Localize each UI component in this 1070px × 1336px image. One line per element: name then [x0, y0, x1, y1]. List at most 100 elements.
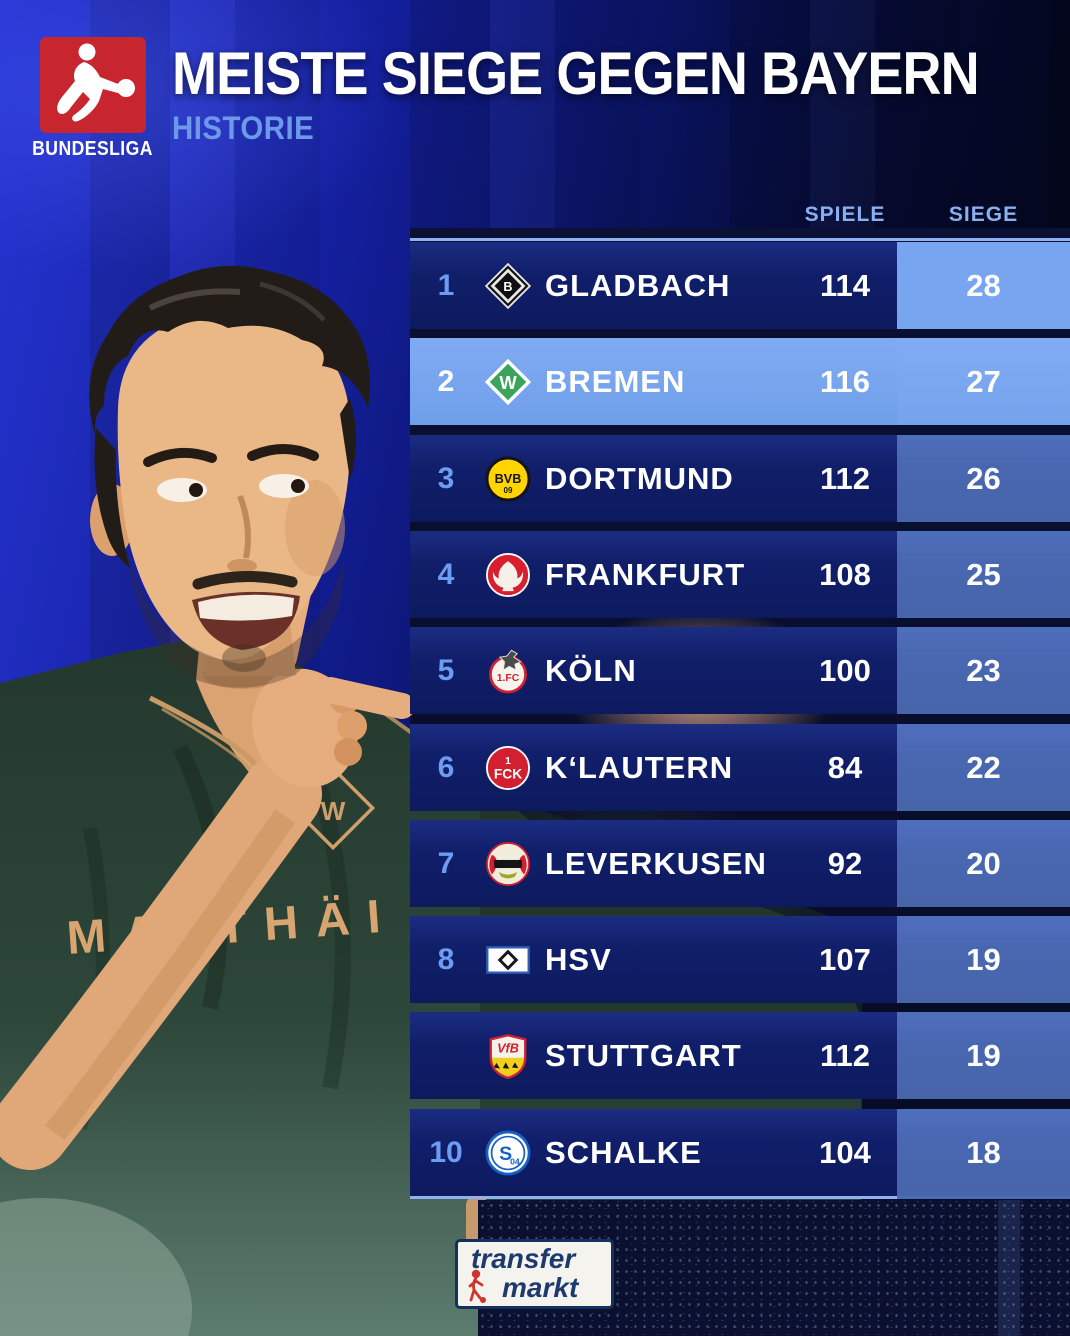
rank-label [418, 1012, 474, 1099]
rank-label: 8 [437, 943, 455, 976]
spiele-value: 84 [827, 750, 863, 785]
crest-kaiserslautern-icon: 1 FCK [482, 744, 534, 791]
team-name: DORTMUND [545, 461, 734, 496]
team-name: FRANKFURT [545, 557, 746, 592]
player-head [89, 265, 370, 688]
rank-label: 10 [429, 1136, 463, 1169]
crest-leverkusen-icon [482, 840, 534, 887]
crest-hsv-icon [482, 936, 534, 983]
siege-cell: 27 [897, 338, 1070, 425]
table-row: 4 FRANKFURT 108 25 [410, 531, 1070, 618]
svg-text:FCK: FCK [494, 766, 522, 781]
svg-text:1.FC: 1.FC [497, 672, 520, 683]
crest-stuttgart-icon: VfB [482, 1032, 534, 1079]
spiele-value: 104 [819, 1135, 871, 1170]
table-row: 8 HSV 107 19 [410, 916, 1070, 1003]
spiele-value: 112 [819, 1038, 870, 1073]
table-row: 5 1.FC KÖLN 100 23 [410, 627, 1070, 714]
crest-frankfurt-icon [482, 551, 534, 598]
table-row-highlighted: 2 W BREMEN 116 27 [410, 338, 1070, 425]
arm [0, 754, 322, 1170]
siege-cell: 23 [897, 627, 1070, 714]
siege-value: 23 [966, 653, 1001, 688]
spiele-value: 107 [819, 942, 871, 977]
siege-cell: 18 [897, 1109, 1070, 1196]
transfermarkt-logo: transfer markt [455, 1239, 614, 1309]
rank-label: 5 [437, 654, 455, 687]
svg-text:04: 04 [510, 1156, 520, 1166]
table-row: 7 LEVERKUSEN 92 20 [410, 820, 1070, 907]
bundesliga-logo [40, 37, 146, 133]
crest-bremen-icon: W [482, 358, 534, 405]
svg-text:VfB: VfB [497, 1041, 519, 1055]
siege-cell: 28 [897, 242, 1070, 329]
svg-text:W: W [499, 371, 517, 392]
team-name: BREMEN [545, 364, 686, 399]
siege-cell: 26 [897, 435, 1070, 522]
column-header-siege: SIEGE [948, 203, 1019, 226]
spiele-value: 108 [819, 557, 871, 592]
crest-schalke-icon: S 04 [482, 1129, 534, 1176]
team-name: K‘LAUTERN [545, 750, 734, 785]
page-subtitle: HISTORIE [172, 110, 315, 146]
crest-koeln-icon: 1.FC [482, 647, 534, 694]
svg-text:1: 1 [505, 755, 511, 766]
table-row: 10 S 04 SCHALKE 104 18 [410, 1109, 1070, 1196]
spiele-value: 112 [819, 461, 870, 496]
svg-text:W: W [321, 796, 346, 826]
bundesliga-wordmark: BUNDESLIGA [32, 138, 153, 160]
siege-value: 28 [966, 268, 1001, 303]
siege-cell: 20 [897, 820, 1070, 907]
table-row: 1 B GLADBACH 114 28 [410, 242, 1070, 329]
team-name: KÖLN [545, 653, 637, 688]
table-bottom-border-siege [897, 1196, 1070, 1199]
siege-value: 19 [966, 1038, 1001, 1073]
page-title: MEISTE SIEGE GEGEN BAYERN [172, 40, 980, 107]
table-row: VfB STUTTGART 112 19 [410, 1012, 1070, 1099]
siege-value: 20 [966, 846, 1001, 881]
ranking-table: 1 B GLADBACH 114 28 2 W BREMEN 116 27 3 [410, 238, 1070, 1199]
siege-value: 26 [966, 461, 1001, 496]
svg-text:BVB: BVB [495, 472, 522, 486]
transfermarkt-player-icon [468, 1269, 486, 1303]
table-row: 3 BVB 09 DORTMUND 112 26 [410, 435, 1070, 522]
brand-text-transfer: transfer [471, 1243, 576, 1274]
kicker-silhouette-icon [57, 43, 135, 122]
spiele-value: 114 [819, 268, 870, 303]
team-name: STUTTGART [545, 1038, 742, 1073]
crest-gladbach-icon: B [482, 262, 534, 309]
svg-text:S: S [499, 1142, 512, 1164]
rank-label: 4 [437, 558, 455, 591]
table-bottom-border [410, 1196, 897, 1199]
siege-cell: 22 [897, 724, 1070, 811]
siege-cell: 25 [897, 531, 1070, 618]
siege-value: 22 [966, 750, 1001, 785]
table-top-border [410, 238, 1070, 241]
siege-value: 19 [966, 942, 1001, 977]
spiele-value: 92 [827, 846, 863, 881]
rank-label: 1 [437, 269, 455, 302]
table-row: 6 1 FCK K‘LAUTERN 84 22 [410, 724, 1070, 811]
siege-value: 27 [966, 364, 1001, 399]
crest-dortmund-icon: BVB 09 [482, 455, 534, 502]
rank-label: 2 [437, 365, 455, 398]
team-name: LEVERKUSEN [545, 846, 767, 881]
spiele-value: 116 [819, 364, 870, 399]
siege-cell: 19 [897, 916, 1070, 1003]
siege-value: 25 [966, 557, 1001, 592]
spiele-value: 100 [819, 653, 871, 688]
svg-text:B: B [503, 280, 512, 294]
team-name: HSV [545, 942, 612, 977]
rank-label: 6 [437, 751, 455, 784]
rank-label: 7 [437, 847, 455, 880]
column-header-spiele: SPIELE [804, 203, 886, 226]
hair [89, 265, 370, 438]
brand-text-markt: markt [502, 1272, 579, 1303]
team-name: SCHALKE [545, 1135, 702, 1170]
svg-text:09: 09 [504, 485, 513, 494]
siege-cell: 19 [897, 1012, 1070, 1099]
team-name: GLADBACH [545, 268, 731, 303]
rank-label: 3 [437, 462, 455, 495]
siege-value: 18 [966, 1135, 1001, 1170]
